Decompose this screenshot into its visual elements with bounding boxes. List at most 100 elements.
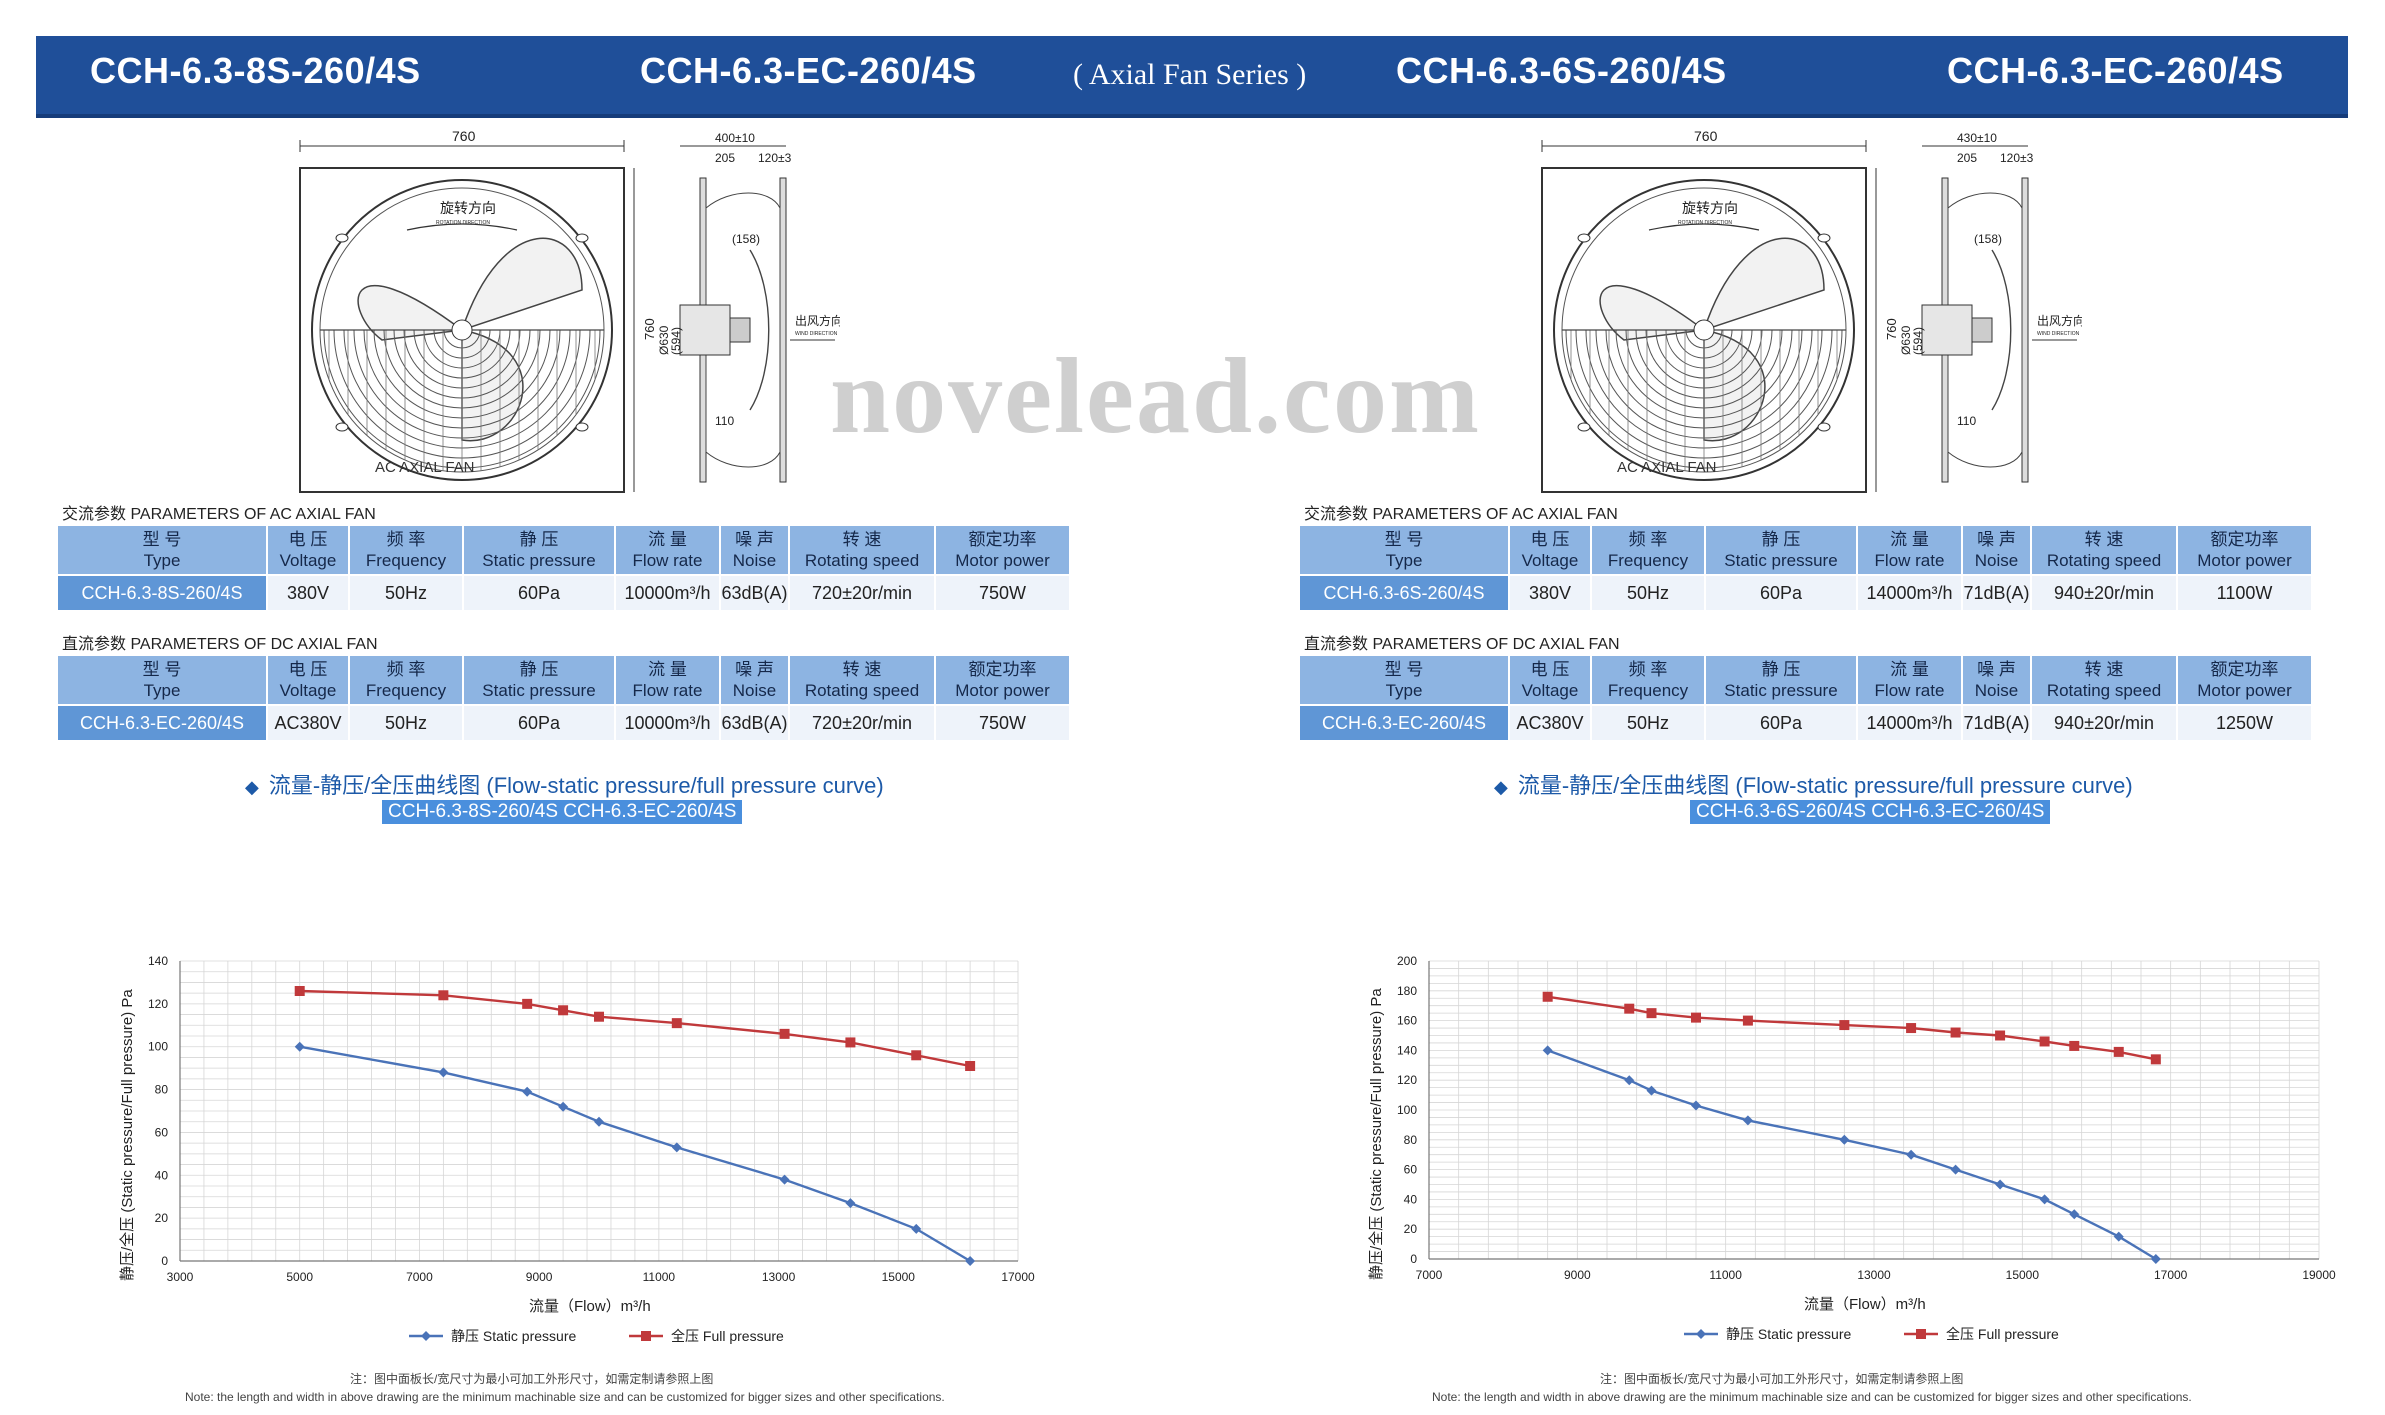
table-header-cell: 额定功率 Motor power [934, 654, 1071, 706]
depth-b-label: 120±3 [2000, 151, 2034, 165]
rotation-direction-en: ROTATION DIRECTION [1678, 220, 1732, 226]
depth-a-label: 205 [1957, 151, 1977, 165]
legend-marker [1696, 1329, 1706, 1339]
rotation-direction-en: ROTATION DIRECTION [436, 220, 490, 226]
table-header-cell: 转 速 Rotating speed [788, 524, 936, 576]
x-tick-label: 9000 [526, 1270, 553, 1284]
header-en: Motor power [2197, 551, 2292, 570]
x-tick-label: 11000 [643, 1270, 676, 1284]
x-tick-label: 17000 [1001, 1270, 1035, 1284]
x-tick-label: 7000 [406, 1270, 433, 1284]
y-tick-label: 20 [1404, 1222, 1418, 1236]
header-en: Voltage [1521, 551, 1579, 570]
header-en: Motor power [955, 681, 1050, 700]
value-cell: AC380V [1508, 704, 1592, 742]
legend-marker [421, 1331, 431, 1341]
header-cn: 转 速 [2084, 530, 2124, 549]
table-header-cell: 型 号 Type [56, 654, 268, 706]
value-cell: 380V [266, 574, 350, 612]
header-cn: 型 号 [142, 660, 182, 679]
ac-section-title: 交流参数 PARAMETERS OF AC AXIAL FAN [1304, 506, 1618, 523]
curve-title-text: 流量-静压/全压曲线图 (Flow-static pressure/full p… [268, 773, 884, 798]
header-en: Rotating speed [804, 551, 920, 570]
note-en: Note: the length and width in above draw… [1432, 1390, 2192, 1404]
note-cn: 注：图中面板长/宽尺寸为最小可加工外形尺寸，如需定制请参照上图 [1600, 1372, 1964, 1386]
mounting-hole [1817, 233, 1831, 243]
full-pressure-point [1646, 1008, 1657, 1019]
x-tick-label: 3000 [167, 1270, 194, 1284]
ac-parameters-table: 型 号 Type 电 压 Voltage 频 率 Frequency 静 压 Static p… [1298, 524, 2313, 612]
table-header-cell: 电 压 Voltage [266, 654, 350, 706]
header-cn: 静 压 [519, 660, 559, 679]
legend-label: 全压 Full pressure [671, 1328, 784, 1344]
header-cn: 频 率 [386, 660, 426, 679]
dc-section-title: 直流参数 PARAMETERS OF DC AXIAL FAN [1304, 636, 1620, 653]
header-en: Flow rate [632, 551, 703, 570]
header-cn: 流 量 [648, 660, 687, 679]
header-cn: 转 速 [2084, 660, 2124, 679]
height-label: 760 [642, 318, 657, 340]
header-en: Voltage [279, 551, 337, 570]
value-cell: 940±20r/min [2030, 574, 2178, 612]
header-en: Type [143, 551, 181, 570]
static-pressure-point [2150, 1254, 2161, 1264]
value-cell: 60Pa [1704, 574, 1858, 612]
dim-110-label: 110 [715, 414, 734, 428]
curve-title: ◆ 流量-静压/全压曲线图 (Flow-static pressure/full … [1494, 768, 2133, 800]
table-header-cell: 流 量 Flow rate [614, 524, 721, 576]
static-pressure-point [1839, 1134, 1850, 1145]
x-tick-label: 13000 [762, 1270, 796, 1284]
rotation-arrow [1648, 223, 1760, 231]
front-panel-outline [1541, 167, 1867, 493]
full-pressure-point [1995, 1030, 2006, 1041]
table-header-cell: 额定功率 Motor power [2176, 524, 2313, 576]
header-cn: 频 率 [1628, 530, 1668, 549]
height-label: 760 [1884, 318, 1899, 340]
table-header-cell: 流 量 Flow rate [614, 654, 721, 706]
rotation-direction-label: 旋转方向 [1682, 200, 1738, 216]
wind-direction-en: WIND DIRECTION [2037, 331, 2080, 337]
value-cell: 750W [934, 704, 1071, 742]
dim-110-label: 110 [1957, 414, 1976, 428]
static-pressure-line [299, 1045, 971, 1263]
full-pressure-point [1691, 1012, 1701, 1023]
diameter-label: Ø630 [657, 325, 671, 355]
value-cell: 60Pa [1704, 704, 1858, 742]
depth-total-label: 430±10 [1957, 131, 1997, 145]
mounting-hole [575, 422, 589, 432]
table-header-row: 型 号 Type 电 压 Voltage 频 率 Frequency 静 压 Static p… [1298, 524, 2313, 576]
table-header-cell: 频 率 Frequency [1590, 654, 1706, 706]
width-label: 760 [1694, 128, 1718, 144]
y-tick-label: 60 [155, 1125, 169, 1139]
header-en: Rotating speed [2046, 681, 2162, 700]
depth-total-label: 400±10 [715, 131, 755, 145]
y-axis-label: 静压/全压 (Static pressure/Full pressure) Pa [118, 989, 136, 1281]
table-header-cell: 噪 声 Noise [1961, 524, 2032, 576]
header-en: Frequency [1607, 681, 1689, 700]
header-cn: 静 压 [1761, 660, 1801, 679]
value-cell: AC380V [266, 704, 350, 742]
table-row: CCH-6.3-6S-260/4S 380V 50Hz 60Pa 14000m³/h 71… [1298, 574, 2313, 612]
x-tick-label: 9000 [1564, 1268, 1591, 1282]
mounting-hole [335, 233, 349, 243]
diameter-label: Ø630 [1899, 325, 1913, 355]
depth-a-label: 205 [715, 151, 735, 165]
full-pressure-point [671, 1018, 682, 1029]
motor-shaft [729, 317, 751, 343]
x-tick-label: 11000 [1709, 1268, 1742, 1282]
static-pressure-point [965, 1256, 976, 1266]
fan-ring [1553, 179, 1855, 481]
header-cn: 型 号 [1384, 660, 1424, 679]
full-pressure-point [1950, 1027, 1961, 1038]
flow-pressure-chart: 3000 5000 7000 9000 11000 13000 15000 17000 0 20 4… [118, 954, 1035, 1344]
header-en: Static pressure [1724, 551, 1838, 570]
x-tick-label: 15000 [2006, 1268, 2040, 1282]
blade-profile [1991, 249, 2012, 411]
header-en: Frequency [1607, 551, 1689, 570]
static-pressure-point [1906, 1149, 1917, 1160]
mounting-hole [575, 233, 589, 243]
mounting-hole [1577, 233, 1591, 243]
full-pressure-point [2150, 1054, 2161, 1065]
header-cn: 电 压 [288, 530, 328, 549]
header-cn: 额定功率 [2210, 660, 2279, 679]
